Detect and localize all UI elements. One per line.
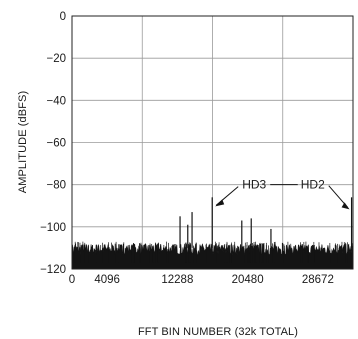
- x-tick-label: 0: [69, 274, 75, 286]
- y-tick-label: −80: [46, 180, 66, 192]
- y-tick-label: −20: [46, 53, 66, 65]
- arrow-head: [215, 199, 225, 207]
- x-tick-label: 4096: [94, 274, 120, 286]
- y-tick-label: −40: [46, 95, 66, 107]
- x-tick-labels: 0 4096 12288 20480 28672: [69, 274, 334, 286]
- x-tick-label: 20480: [232, 274, 264, 286]
- x-tick-label: 12288: [161, 274, 193, 286]
- annotation-label: HD3: [242, 178, 266, 192]
- arrow-head: [341, 202, 350, 210]
- plot-frame: [71, 15, 354, 270]
- noise-floor: [71, 241, 354, 270]
- y-axis-title: AMPLITUDE (dBFS): [17, 91, 29, 193]
- y-tick-label: −60: [46, 138, 66, 150]
- y-tick-label: 0: [60, 11, 66, 23]
- spurs: [179, 197, 353, 248]
- x-tick-label: 28672: [302, 274, 334, 286]
- y-tick-label: −100: [40, 222, 66, 234]
- y-tick-labels: 0 −20 −40 −60 −80 −100 −120: [40, 11, 66, 276]
- x-axis-title: FFT BIN NUMBER (32k TOTAL): [138, 326, 298, 338]
- annotations: HD3 HD2: [215, 178, 350, 210]
- y-tick-label: −120: [40, 264, 66, 276]
- annotation-label: HD2: [301, 178, 325, 192]
